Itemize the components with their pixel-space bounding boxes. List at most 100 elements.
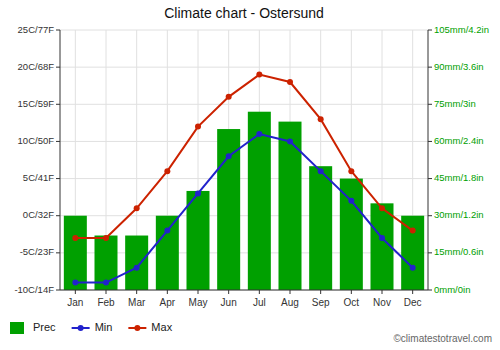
annotation: ©climatestotravel.com [393, 333, 492, 344]
grid-line [60, 290, 428, 291]
x-tick-label: Dec [404, 297, 422, 308]
tick [75, 290, 76, 294]
point [195, 124, 201, 130]
grid-line [60, 30, 428, 31]
bar [125, 236, 148, 290]
y-tick-label: 25C/77F [18, 24, 55, 35]
x-tick-label: Jan [67, 297, 83, 308]
x-tick-label: Oct [344, 297, 360, 308]
legend-swatch [78, 325, 84, 331]
marks [64, 72, 424, 290]
point [134, 205, 140, 211]
point [72, 235, 78, 241]
legend: Prec Min Max [10, 321, 173, 334]
bar [217, 129, 240, 290]
point [134, 265, 140, 271]
x-tick-label: Aug [281, 297, 299, 308]
tick [382, 290, 383, 294]
tick [56, 30, 60, 31]
bar [279, 122, 302, 290]
point [318, 116, 324, 122]
tick [259, 290, 260, 294]
tick [428, 104, 432, 105]
point [318, 168, 324, 174]
bar [187, 191, 210, 290]
legend-label: Min [95, 321, 113, 333]
chart: -10C/14F-5C/23F0C/32F5C/41F10C/50F15C/59… [0, 0, 500, 350]
point [164, 228, 170, 234]
tick [351, 290, 352, 294]
x-tick-label: Jul [253, 297, 266, 308]
grid-line [60, 178, 428, 179]
x-tick-label: Apr [160, 297, 176, 308]
tick [290, 290, 291, 294]
y2-tick-label: 105mm/4.2in [434, 24, 489, 35]
point [410, 265, 416, 271]
tick [56, 141, 60, 142]
tick [56, 104, 60, 105]
y-tick-label: -10C/14F [14, 284, 54, 295]
y-tick-label: -5C/23F [20, 246, 55, 257]
x-tick-label: Jun [221, 297, 237, 308]
y-tick-label: 15C/59F [18, 98, 55, 109]
tick [428, 290, 432, 291]
x-tick-label: May [189, 297, 208, 308]
legend-item: Min [72, 321, 113, 333]
bar [156, 216, 179, 290]
point [256, 72, 262, 78]
y2-tick-label: 45mm/1.8in [434, 172, 484, 183]
legend-swatch [134, 325, 140, 331]
y-tick-label: 20C/68F [18, 61, 55, 72]
legend-label: Prec [33, 321, 56, 333]
bar [309, 166, 332, 290]
point [226, 153, 232, 159]
point [379, 235, 385, 241]
bar [248, 112, 271, 290]
legend-swatch [10, 322, 24, 334]
line [75, 75, 412, 238]
tick [56, 178, 60, 179]
y2-axis [428, 30, 429, 290]
tick [136, 290, 137, 294]
tick [428, 178, 432, 179]
grid-line [60, 104, 428, 105]
point [195, 190, 201, 196]
grid-line [60, 141, 428, 142]
y2-tick-label: 30mm/1.2in [434, 209, 484, 220]
point [379, 205, 385, 211]
legend-label: Max [151, 321, 172, 333]
tick [228, 290, 229, 294]
point [103, 280, 109, 286]
point [287, 79, 293, 85]
grid-line [60, 67, 428, 68]
y2-tick-label: 75mm/3in [434, 98, 476, 109]
y2-tick-label: 0mm/0in [434, 284, 470, 295]
x-tick-label: Feb [97, 297, 115, 308]
tick [428, 215, 432, 216]
tick [428, 141, 432, 142]
tick [106, 290, 107, 294]
title: Climate chart - Ostersund [164, 5, 324, 21]
tick [428, 30, 432, 31]
point [226, 94, 232, 100]
tick [167, 290, 168, 294]
legend-item: Max [128, 321, 172, 333]
point [103, 235, 109, 241]
x-axis [60, 290, 428, 291]
x-tick-label: Nov [373, 297, 391, 308]
tick [56, 290, 60, 291]
point [348, 168, 354, 174]
tick [320, 290, 321, 294]
point [287, 138, 293, 144]
y-tick-label: 0C/32F [23, 209, 54, 220]
y2-tick-label: 90mm/3.6in [434, 61, 484, 72]
axes: -10C/14F-5C/23F0C/32F5C/41F10C/50F15C/59… [14, 24, 489, 308]
tick [56, 215, 60, 216]
bar [401, 216, 424, 290]
y2-tick-label: 60mm/2.4in [434, 135, 484, 146]
bar [340, 179, 363, 290]
grid [60, 30, 428, 290]
point [410, 228, 416, 234]
y2-tick-label: 15mm/0.6in [434, 246, 484, 257]
tick [198, 290, 199, 294]
